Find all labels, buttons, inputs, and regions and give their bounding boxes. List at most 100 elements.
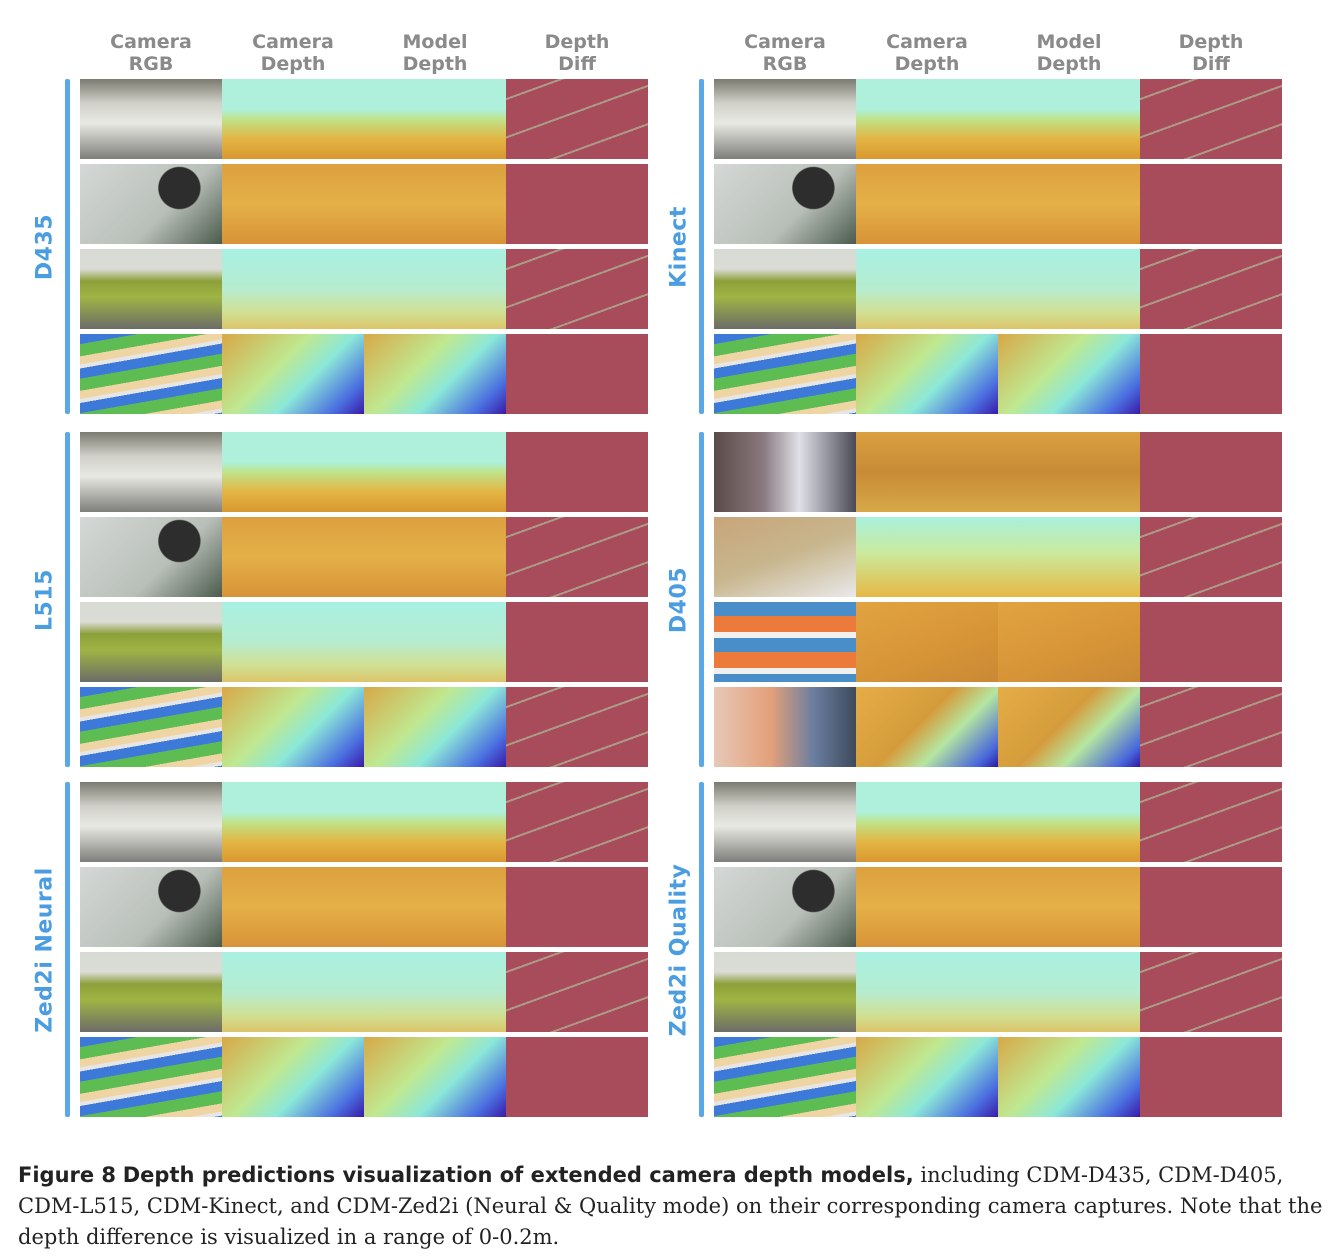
camera-rgb-image xyxy=(80,334,222,414)
model-depth-map xyxy=(998,432,1140,512)
caption-title: Depth predictions visualization of exten… xyxy=(122,1163,914,1187)
figure-row xyxy=(80,249,648,329)
depth-diff-map xyxy=(1140,164,1282,244)
camera-rgb-image xyxy=(714,517,856,597)
camera-depth-map xyxy=(856,164,998,244)
camera-depth-map xyxy=(222,334,364,414)
depth-diff-map xyxy=(506,432,648,512)
camera-depth-map xyxy=(222,1037,364,1117)
depth-diff-map xyxy=(1140,687,1282,767)
camera-rgb-image xyxy=(80,952,222,1032)
figure-row xyxy=(714,164,1282,244)
camera-label: Zed2i Neural xyxy=(32,866,58,1033)
camera-rgb-image xyxy=(80,782,222,862)
figure-row xyxy=(80,432,648,512)
depth-diff-map xyxy=(1140,1037,1282,1117)
figure-row xyxy=(80,517,648,597)
figure-row xyxy=(80,867,648,947)
camera-rgb-image xyxy=(714,1037,856,1117)
figure-row xyxy=(714,517,1282,597)
depth-diff-map xyxy=(506,1037,648,1117)
camera-depth-map xyxy=(856,249,998,329)
camera-depth-map xyxy=(222,164,364,244)
column-header-model-depth: Model Depth xyxy=(402,31,468,75)
model-depth-map xyxy=(998,249,1140,329)
caption-text: including CDM-D435, CDM-D405, CDM-L515, … xyxy=(18,1163,1323,1249)
camera-rgb-image xyxy=(714,952,856,1032)
figure-row xyxy=(80,79,648,159)
camera-rgb-image xyxy=(80,517,222,597)
camera-rgb-image xyxy=(714,79,856,159)
camera-depth-map xyxy=(222,602,364,682)
model-depth-map xyxy=(364,432,506,512)
camera-rgb-image xyxy=(714,249,856,329)
depth-diff-map xyxy=(1140,602,1282,682)
camera-depth-map xyxy=(222,79,364,159)
figure-row xyxy=(80,952,648,1032)
figure-row xyxy=(80,602,648,682)
depth-diff-map xyxy=(506,249,648,329)
figure-row xyxy=(714,952,1282,1032)
column-header-camera-rgb: Camera RGB xyxy=(744,31,826,75)
group-bracket-bar xyxy=(65,782,70,1117)
depth-diff-map xyxy=(1140,867,1282,947)
figure-row xyxy=(714,432,1282,512)
group-bracket-bar xyxy=(65,79,70,414)
model-depth-map xyxy=(364,79,506,159)
depth-diff-map xyxy=(1140,782,1282,862)
model-depth-map xyxy=(364,334,506,414)
model-depth-map xyxy=(998,334,1140,414)
camera-depth-map xyxy=(856,517,998,597)
camera-label: Kinect xyxy=(666,205,692,288)
camera-rgb-image xyxy=(80,867,222,947)
group-bracket-bar xyxy=(699,782,704,1117)
column-header-depth-diff: Depth Diff xyxy=(1178,31,1244,75)
depth-diff-map xyxy=(506,79,648,159)
figure-row xyxy=(714,687,1282,767)
camera-rgb-image xyxy=(80,164,222,244)
figure-row xyxy=(714,79,1282,159)
right-column-headers: Camera RGB Camera Depth Model Depth Depth Di… xyxy=(714,31,1282,75)
depth-diff-map xyxy=(1140,79,1282,159)
depth-diff-map xyxy=(506,867,648,947)
model-depth-map xyxy=(364,782,506,862)
figure-row xyxy=(80,782,648,862)
depth-diff-map xyxy=(506,517,648,597)
camera-rgb-image xyxy=(80,249,222,329)
depth-diff-map xyxy=(1140,249,1282,329)
depth-diff-map xyxy=(506,687,648,767)
model-depth-map xyxy=(364,602,506,682)
camera-rgb-image xyxy=(714,602,856,682)
model-depth-map xyxy=(998,687,1140,767)
camera-depth-map xyxy=(856,79,998,159)
model-depth-map xyxy=(998,79,1140,159)
figure-row xyxy=(714,602,1282,682)
camera-rgb-image xyxy=(714,164,856,244)
depth-diff-map xyxy=(506,334,648,414)
camera-depth-map xyxy=(222,432,364,512)
depth-diff-map xyxy=(506,782,648,862)
model-depth-map xyxy=(364,1037,506,1117)
camera-rgb-image xyxy=(80,1037,222,1117)
column-header-camera-rgb: Camera RGB xyxy=(110,31,192,75)
camera-label: D435 xyxy=(32,213,58,280)
model-depth-map xyxy=(364,517,506,597)
camera-label: D405 xyxy=(666,566,692,633)
camera-depth-map xyxy=(856,1037,998,1117)
column-header-depth-diff: Depth Diff xyxy=(544,31,610,75)
camera-depth-map xyxy=(222,687,364,767)
model-depth-map xyxy=(364,687,506,767)
camera-label: L515 xyxy=(32,568,58,631)
camera-depth-map xyxy=(856,602,998,682)
camera-depth-map xyxy=(222,952,364,1032)
depth-diff-map xyxy=(1140,517,1282,597)
figure-row xyxy=(80,687,648,767)
camera-depth-map xyxy=(856,867,998,947)
camera-depth-map xyxy=(856,782,998,862)
model-depth-map xyxy=(364,164,506,244)
camera-depth-map xyxy=(856,952,998,1032)
model-depth-map xyxy=(364,867,506,947)
group-bracket-bar xyxy=(65,432,70,767)
model-depth-map xyxy=(364,952,506,1032)
model-depth-map xyxy=(998,602,1140,682)
